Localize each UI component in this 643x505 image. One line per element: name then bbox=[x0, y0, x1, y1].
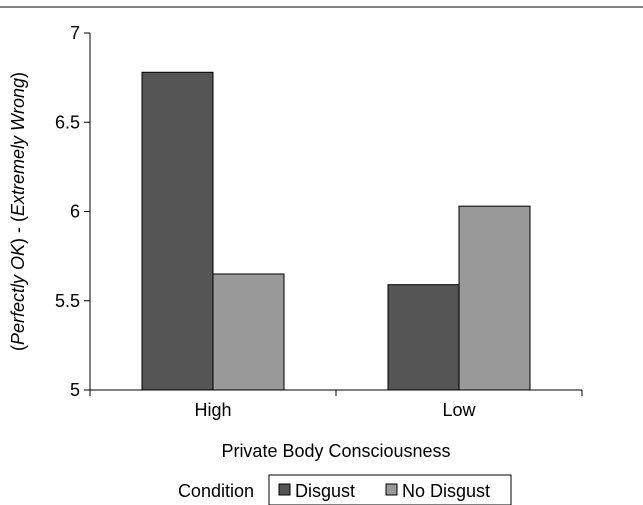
y-axis-title-part: Extremely Wrong bbox=[8, 78, 28, 216]
y-tick-label: 5 bbox=[70, 380, 80, 400]
y-tick-label: 6.5 bbox=[55, 112, 80, 132]
legend-swatch-disgust bbox=[279, 484, 290, 495]
legend: Condition Disgust No Disgust bbox=[178, 475, 511, 505]
y-axis-title: (Perfectly OK) - (Extremely Wrong) bbox=[8, 72, 28, 351]
legend-title: Condition bbox=[178, 481, 254, 501]
legend-label-disgust: Disgust bbox=[295, 481, 355, 501]
bar-disgust-high bbox=[142, 72, 213, 390]
x-tick-label: Low bbox=[442, 400, 476, 420]
bar-no-disgust-high bbox=[213, 274, 284, 390]
y-tick-label: 5.5 bbox=[55, 291, 80, 311]
x-tick-label: High bbox=[194, 400, 231, 420]
y-tick-label: 6 bbox=[70, 202, 80, 222]
bars-group bbox=[142, 72, 530, 390]
y-axis-title-part: ) bbox=[8, 72, 28, 78]
bar-disgust-low bbox=[388, 285, 459, 390]
legend-label-no-disgust: No Disgust bbox=[402, 481, 490, 501]
x-ticks-group: High Low bbox=[90, 390, 582, 420]
x-axis-title: Private Body Consciousness bbox=[221, 441, 450, 461]
y-ticks-group: 5 5.5 6 6.5 7 bbox=[55, 23, 90, 400]
legend-swatch-no-disgust bbox=[386, 484, 397, 495]
y-tick-label: 7 bbox=[70, 23, 80, 43]
y-axis-title-part: ) - ( bbox=[8, 216, 28, 244]
y-axis-title-part: Perfectly OK bbox=[8, 243, 28, 345]
bar-no-disgust-low bbox=[459, 206, 530, 390]
